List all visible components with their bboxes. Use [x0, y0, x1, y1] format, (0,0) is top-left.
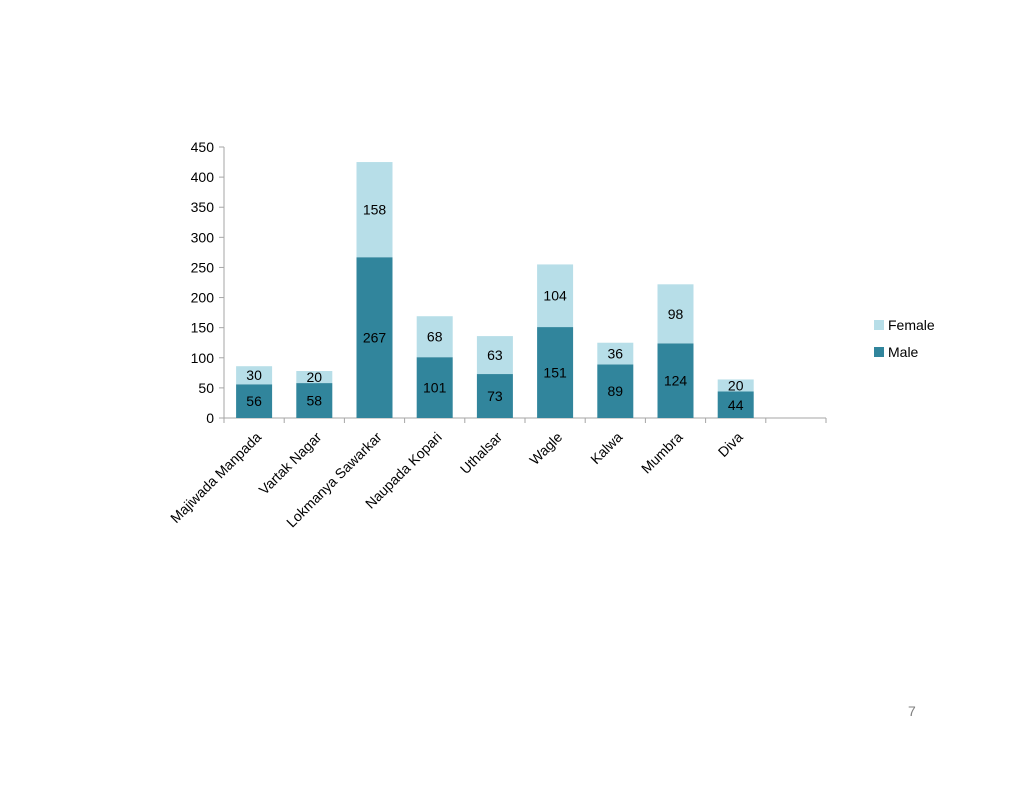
- y-tick-label: 350: [191, 199, 215, 215]
- data-labels: 56 30 58 20 267 158 101 68 73 63 151 104 89 36 124 98 44…: [246, 202, 743, 413]
- bar-female: [657, 284, 694, 344]
- data-label-male: 73: [487, 388, 503, 404]
- legend-label-male: Male: [888, 344, 919, 360]
- x-tick-label: Kalwa: [587, 429, 625, 467]
- y-tick-label: 150: [191, 320, 215, 336]
- bar-male: [416, 357, 453, 418]
- y-tick-label: 0: [206, 410, 214, 426]
- data-label-female: 30: [246, 367, 262, 383]
- bar-female: [476, 336, 513, 375]
- data-label-male: 101: [423, 380, 447, 396]
- data-label-female: 36: [608, 346, 624, 362]
- y-tick-label: 100: [191, 350, 215, 366]
- x-tick-label: Uthalsar: [457, 429, 505, 477]
- bar-male: [717, 391, 754, 418]
- bar-male: [476, 374, 513, 418]
- y-tick-label: 250: [191, 259, 215, 275]
- y-tick-label: 300: [191, 229, 215, 245]
- y-tick-label: 200: [191, 290, 215, 306]
- x-tick-label: Diva: [715, 429, 746, 460]
- x-tick-label: Mumbra: [638, 429, 686, 477]
- data-label-female: 63: [487, 347, 503, 363]
- legend-label-female: Female: [888, 317, 935, 333]
- legend-swatch-female: [874, 320, 884, 330]
- data-label-female: 20: [728, 377, 744, 393]
- bar-female: [356, 162, 393, 258]
- y-axis: 0 50 100 150 200 250 300 350 400 450: [191, 139, 225, 426]
- data-label-male: 151: [543, 365, 567, 381]
- data-label-male: 89: [608, 383, 624, 399]
- data-label-male: 44: [728, 397, 744, 413]
- bar-female: [717, 379, 754, 392]
- data-label-male: 124: [664, 373, 688, 389]
- bar-female: [537, 264, 574, 328]
- data-label-female: 98: [668, 306, 684, 322]
- data-label-male: 267: [363, 330, 387, 346]
- page-number: 7: [908, 703, 916, 719]
- x-tick-label: Majiwada Manpada: [167, 429, 264, 526]
- bar-male: [236, 384, 273, 418]
- bar-female: [597, 342, 634, 365]
- bar-male: [597, 364, 634, 418]
- legend: Female Male: [874, 317, 935, 360]
- y-tick-label: 450: [191, 139, 215, 155]
- bar-male: [657, 343, 694, 418]
- data-label-male: 58: [307, 393, 323, 409]
- legend-swatch-male: [874, 347, 884, 357]
- data-label-male: 56: [246, 393, 262, 409]
- data-label-female: 158: [363, 202, 387, 218]
- bar-male: [537, 327, 574, 418]
- bars: [236, 162, 754, 418]
- bar-female: [296, 371, 333, 384]
- y-tick-label: 50: [198, 380, 214, 396]
- bar-female: [236, 366, 273, 385]
- y-tick-label: 400: [191, 169, 215, 185]
- bar-male: [296, 383, 333, 418]
- data-label-female: 20: [307, 369, 323, 385]
- x-tick-label: Wagle: [526, 429, 565, 468]
- bar-male: [356, 257, 393, 418]
- data-label-female: 104: [543, 288, 567, 304]
- bar-female: [416, 316, 453, 358]
- data-label-female: 68: [427, 329, 443, 345]
